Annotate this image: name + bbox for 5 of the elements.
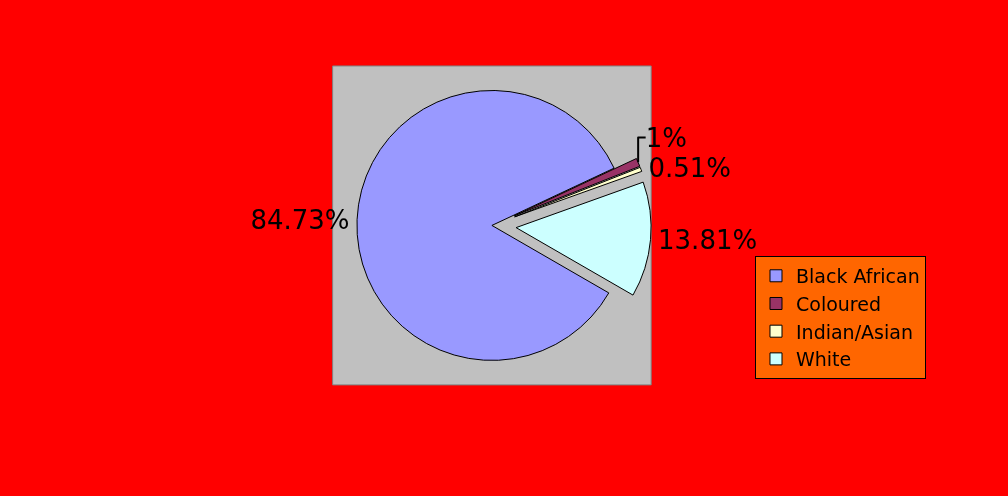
data-label: 13.81% (658, 224, 758, 255)
legend-label: Coloured (795, 292, 881, 315)
legend-label: White (795, 348, 852, 371)
legend-label: Black African (795, 265, 920, 288)
legend-label: Indian/Asian (795, 320, 913, 343)
